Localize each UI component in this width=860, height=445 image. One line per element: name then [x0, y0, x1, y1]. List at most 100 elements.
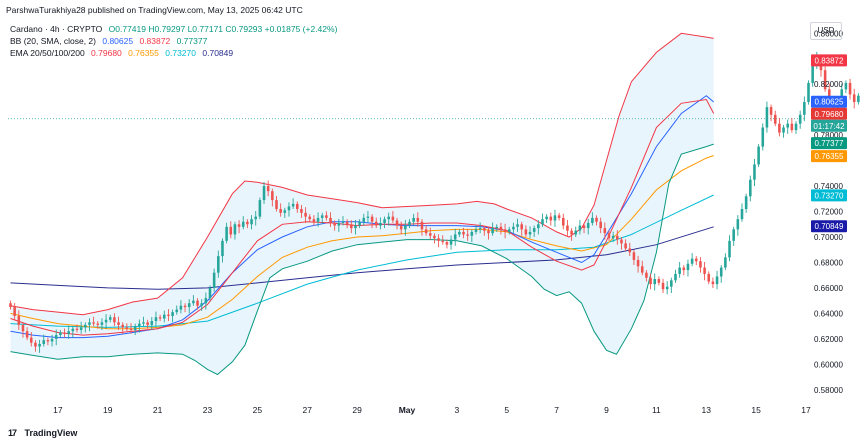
candle-body [591, 218, 594, 223]
candle-body [778, 124, 781, 133]
candle-body [117, 322, 120, 325]
candle-body [533, 228, 536, 232]
candle-body [271, 191, 274, 200]
candle-body [716, 276, 719, 284]
publisher-caption: ParshwaTurakhiya28 published on TradingV… [6, 5, 303, 15]
candle-body [849, 83, 852, 94]
candle-body [471, 232, 474, 236]
tradingview-footer[interactable]: 17 TradingView [8, 428, 77, 438]
candle-body [766, 107, 769, 127]
candle-body [462, 232, 465, 235]
candle-body [142, 322, 145, 323]
candle-body [724, 257, 727, 267]
ema20-badge-label: 0.79680 [815, 110, 844, 119]
candle-body [741, 209, 744, 219]
candle-body [42, 340, 45, 344]
ema-legend-row[interactable]: EMA 20/50/100/200 0.79680 0.76355 0.7327… [10, 48, 237, 58]
candle-body [649, 278, 652, 284]
candle-body [109, 317, 112, 320]
candle-body [525, 229, 528, 234]
candle-body [84, 325, 87, 328]
price-axis[interactable]: 0.58000 0.60000 0.62000 0.64000 0.66000 0.680… [814, 29, 843, 395]
candle-body [508, 229, 511, 232]
x-tick-label: 9 [604, 405, 609, 415]
candle-body [712, 282, 715, 285]
candle-body [254, 217, 257, 220]
candle-body [263, 186, 266, 200]
x-tick-label: 27 [303, 405, 313, 415]
candle-body [703, 268, 706, 274]
candle-body [101, 322, 104, 325]
candle-body [308, 217, 311, 220]
candle-body [51, 339, 54, 342]
candle-body [425, 229, 428, 233]
candle-body [234, 224, 237, 234]
candle-body [537, 224, 540, 228]
candle-body [761, 128, 764, 147]
candle-body [387, 217, 390, 220]
candle-body [633, 252, 636, 260]
candle-body [720, 268, 723, 277]
currency-button[interactable]: USD [810, 22, 842, 40]
candle-body [674, 274, 677, 280]
candle-body [450, 240, 453, 245]
x-tick-label: 13 [702, 405, 712, 415]
x-tick-label: 21 [153, 405, 163, 415]
candle-body [437, 238, 440, 241]
x-tick-label: 23 [203, 405, 213, 415]
candle-body [620, 240, 623, 244]
candle-body [34, 343, 37, 347]
candle-body [579, 226, 582, 231]
time-axis[interactable]: 17 19 21 23 25 27 29 May 3 5 7 9 11 13 15 17 [53, 405, 811, 415]
candle-body [392, 217, 395, 221]
bb-legend-row[interactable]: BB (20, SMA, close, 2) 0.80625 0.83872 0… [10, 36, 211, 46]
bb-upper-value: 0.83872 [139, 36, 170, 46]
y-tick-label: 0.58000 [814, 386, 843, 395]
candle-body [225, 227, 228, 241]
bb-basis-badge-label: 0.80625 [815, 98, 844, 107]
candle-body [574, 231, 577, 235]
candle-body [566, 226, 569, 231]
symbol-legend-row[interactable]: Cardano · 4h · CRYPTO O0.77419 H0.79297 … [10, 24, 341, 34]
candle-body [396, 220, 399, 225]
candle-body [59, 333, 62, 336]
x-tick-label: 25 [253, 405, 263, 415]
candle-body [641, 266, 644, 272]
candle-body [96, 324, 99, 325]
candle-body [570, 231, 573, 235]
candle-body [550, 217, 553, 221]
candle-body [275, 200, 278, 209]
candle-body [417, 218, 420, 222]
candle-body [458, 232, 461, 235]
y-tick-label: 0.66000 [814, 284, 843, 293]
candle-body [429, 233, 432, 236]
x-tick-label: 17 [801, 405, 811, 415]
candle-body [454, 234, 457, 239]
candle-body [229, 227, 232, 235]
candle-body [188, 303, 191, 307]
candle-body [753, 164, 756, 179]
candle-body [670, 280, 673, 286]
candle-body [628, 248, 631, 252]
candle-body [221, 241, 224, 256]
candle-body [192, 301, 195, 304]
candle-body [637, 260, 640, 266]
x-tick-label: 11 [652, 405, 661, 415]
candle-body [678, 268, 681, 274]
x-tick-label: 29 [352, 405, 362, 415]
candle-body [774, 115, 777, 124]
candle-body [209, 288, 212, 298]
candle-body [242, 222, 245, 227]
candle-body [404, 226, 407, 230]
candle-body [159, 317, 162, 318]
candle-body [732, 229, 735, 240]
x-tick-label: 15 [751, 405, 761, 415]
candle-body [300, 209, 303, 213]
candle-body [184, 306, 187, 307]
bb-basis-value: 0.80625 [102, 36, 133, 46]
candle-body [358, 222, 361, 226]
bb-label: BB (20, SMA, close, 2) [10, 36, 96, 46]
candle-body [441, 241, 444, 242]
candle-body [375, 222, 378, 226]
